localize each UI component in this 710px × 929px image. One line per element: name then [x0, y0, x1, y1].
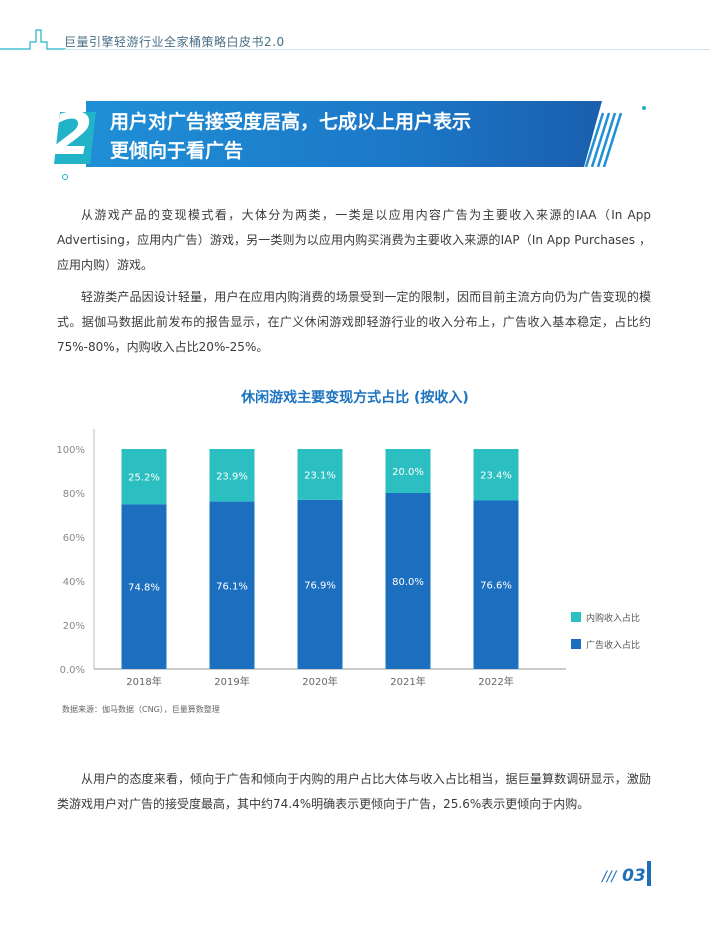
x-tick-label: 2022年	[478, 675, 513, 688]
source-note: 数据来源：伽马数据（CNG），巨量算数整理	[62, 705, 220, 714]
bar-ad-2020年	[297, 499, 343, 669]
bar-iap-2020年	[297, 449, 343, 500]
bar-data-label: 76.9%	[304, 580, 336, 591]
page-number-prefix: ///	[602, 869, 617, 885]
x-tick-label: 2018年	[126, 675, 161, 688]
y-tick-label: 0.0%	[60, 665, 85, 676]
bar-data-label: 20.0%	[392, 467, 424, 478]
body-paragraph-3: 从用户的态度来看，倾向于广告和倾向于内购的用户占比大体与收入占比相当，据巨量算数…	[57, 772, 651, 811]
header-divider	[64, 49, 710, 50]
y-tick-label: 80%	[63, 489, 85, 500]
bar-data-label: 74.8%	[128, 583, 160, 594]
header-skyline-decoration	[0, 29, 66, 50]
bar-data-label: 76.6%	[480, 581, 512, 592]
x-tick-label: 2020年	[302, 675, 337, 688]
chart-title: 休闲游戏主要变现方式占比 (按收入)	[241, 390, 469, 406]
legend-label: 广告收入占比	[586, 639, 640, 651]
x-tick-label: 2019年	[214, 675, 249, 688]
bar-iap-2021年	[385, 449, 431, 493]
legend-swatch	[571, 612, 581, 622]
bar-ad-2022年	[473, 500, 519, 669]
legend-label: 内购收入占比	[586, 612, 640, 624]
bar-data-label: 23.4%	[480, 471, 512, 482]
section-title-line1: 用户对广告接受度居高，七成以上用户表示	[110, 111, 472, 133]
x-tick-label: 2021年	[390, 675, 425, 688]
page-number: /// 03	[602, 866, 646, 886]
section-number-badge	[54, 112, 96, 164]
page-number-bar	[647, 861, 651, 886]
bar-ad-2019年	[209, 501, 255, 669]
y-tick-label: 20%	[63, 621, 85, 632]
section-number: 2	[52, 100, 93, 168]
section-title: 用户对广告接受度居高，七成以上用户表示 更倾向于看广告	[110, 108, 471, 166]
bar-data-label: 80.0%	[392, 577, 424, 588]
body-paragraph-2: 轻游类产品因设计轻量，用户在应用内购消费的场景受到一定的限制，因而目前主流方向仍…	[57, 290, 651, 354]
bar-iap-2018年	[121, 449, 167, 505]
y-tick-label: 100%	[56, 445, 85, 456]
legend-swatch	[571, 639, 581, 649]
bar-data-label: 23.1%	[304, 470, 336, 481]
section-banner	[86, 101, 622, 167]
bar-data-label: 25.2%	[128, 473, 160, 484]
bar-iap-2019年	[209, 449, 255, 502]
bar-iap-2022年	[473, 449, 519, 501]
decor-ring	[62, 174, 68, 180]
page-number-value: 03	[622, 866, 646, 886]
decor-dot	[642, 106, 646, 110]
stacked-bar-chart: 0.0% 20% 40% 60% 80% 100% 74.8% 25.2% 2018年 76.1%…	[56, 429, 640, 688]
bar-data-label: 23.9%	[216, 471, 248, 482]
header-title: 巨量引擎轻游行业全家桶策略白皮书2.0	[64, 35, 285, 49]
bar-ad-2021年	[385, 493, 431, 669]
bar-ad-2018年	[121, 504, 167, 669]
body-paragraph-1: 从游戏产品的变现模式看，大体分为两类，一类是以应用内容广告为主要收入来源的IAA…	[57, 208, 651, 272]
bar-data-label: 76.1%	[216, 581, 248, 592]
y-tick-label: 40%	[63, 577, 85, 588]
y-tick-label: 60%	[63, 533, 85, 544]
section-title-line2: 更倾向于看广告	[110, 140, 244, 162]
